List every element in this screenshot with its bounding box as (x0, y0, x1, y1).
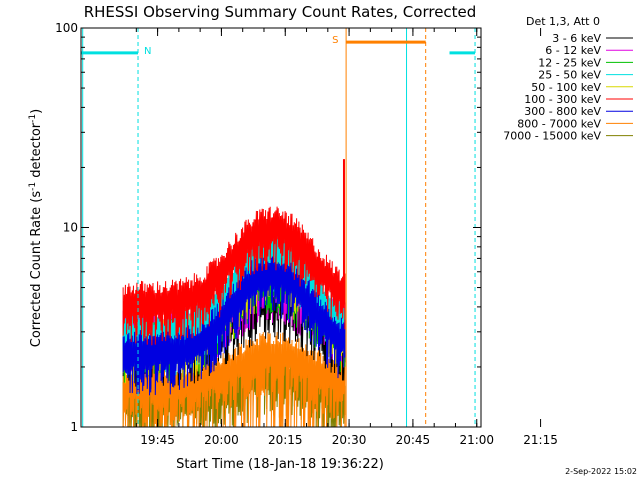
legend-label: 800 - 7000 keV (517, 117, 601, 130)
legend-label: 6 - 12 keV (545, 44, 601, 57)
legend-label: 7000 - 15000 keV (503, 130, 601, 143)
x-axis-label: Start Time (18-Jan-18 19:36:22) (176, 457, 384, 472)
y-tick-label: 10 (63, 221, 78, 235)
x-tick-label: 20:00 (204, 433, 239, 447)
data-layer (122, 159, 346, 428)
chart-title: RHESSI Observing Summary Count Rates, Co… (84, 3, 477, 21)
series-line (122, 251, 346, 396)
legend-label: 300 - 800 keV (524, 105, 601, 118)
axis-layer: 19:45 20:00 20:15 20:30 20:45 21:00 21:15 1 10 10… (55, 21, 558, 447)
overlay-layer: NS (81, 28, 476, 427)
y-tick-label: 100 (55, 21, 78, 35)
legend-label: 12 - 25 keV (538, 56, 601, 69)
x-tick-label: 20:45 (396, 433, 431, 447)
series-line (122, 332, 346, 428)
x-tick-label: 21:15 (523, 433, 558, 447)
night-bar-label: N (144, 46, 151, 57)
legend-label: 3 - 6 keV (552, 32, 601, 45)
legend-label: 100 - 300 keV (524, 93, 601, 106)
legend-title: Det 1,3, Att 0 (526, 15, 600, 28)
saa-bar-label: S (332, 35, 338, 46)
series-line (122, 206, 346, 346)
y-tick-label: 1 (70, 420, 78, 434)
x-tick-label: 21:00 (459, 433, 494, 447)
x-tick-label: 20:30 (332, 433, 367, 447)
legend-label: 25 - 50 keV (538, 69, 601, 82)
timestamp: 2-Sep-2022 15:02 (565, 467, 637, 476)
x-tick-label: 19:45 (140, 433, 175, 447)
legend-label: 50 - 100 keV (531, 81, 601, 94)
y-axis-label: Corrected Count Rate (s-1 detector-1) (28, 109, 44, 347)
x-tick-label: 20:15 (268, 433, 303, 447)
